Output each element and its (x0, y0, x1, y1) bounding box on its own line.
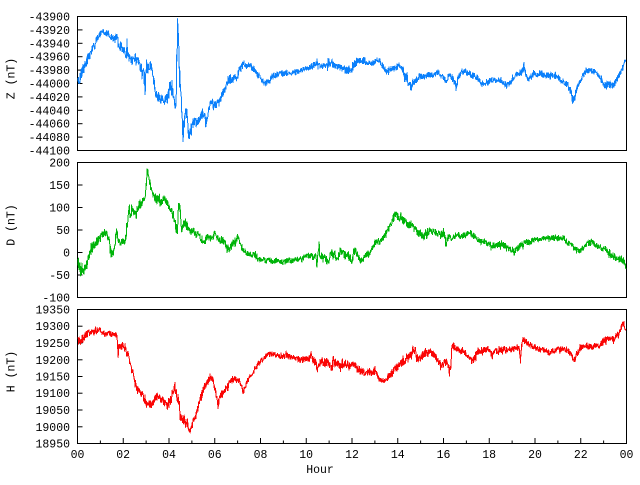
svg-text:18: 18 (482, 449, 496, 462)
svg-text:Z (nT): Z (nT) (6, 58, 19, 99)
svg-text:19200: 19200 (35, 355, 70, 368)
svg-text:-44040: -44040 (29, 105, 71, 118)
svg-text:-43980: -43980 (29, 65, 71, 78)
svg-text:0: 0 (63, 248, 70, 261)
svg-text:-43960: -43960 (29, 52, 71, 65)
svg-text:-43900: -43900 (29, 12, 71, 25)
svg-text:22: 22 (574, 449, 588, 462)
svg-text:04: 04 (162, 449, 176, 462)
svg-text:02: 02 (116, 449, 130, 462)
svg-text:19350: 19350 (35, 305, 70, 318)
svg-text:200: 200 (49, 158, 70, 171)
svg-text:14: 14 (391, 449, 405, 462)
svg-text:19300: 19300 (35, 321, 70, 334)
svg-text:19250: 19250 (35, 338, 70, 351)
svg-text:-44000: -44000 (29, 79, 71, 92)
svg-text:-43940: -43940 (29, 38, 71, 51)
svg-text:00: 00 (71, 449, 85, 462)
svg-text:00: 00 (620, 449, 634, 462)
svg-text:20: 20 (528, 449, 542, 462)
svg-text:150: 150 (49, 180, 70, 193)
svg-text:06: 06 (208, 449, 222, 462)
svg-text:18950: 18950 (35, 439, 70, 452)
svg-text:-44020: -44020 (29, 92, 71, 105)
svg-text:10: 10 (299, 449, 313, 462)
svg-text:100: 100 (49, 203, 70, 216)
svg-text:16: 16 (437, 449, 451, 462)
svg-text:Hour: Hour (306, 464, 334, 477)
svg-text:-50: -50 (49, 270, 70, 283)
svg-text:19050: 19050 (35, 405, 70, 418)
svg-text:-100: -100 (42, 293, 70, 306)
svg-text:12: 12 (345, 449, 359, 462)
svg-text:19100: 19100 (35, 388, 70, 401)
svg-text:50: 50 (56, 225, 70, 238)
svg-text:19150: 19150 (35, 372, 70, 385)
svg-text:-44100: -44100 (29, 146, 71, 159)
svg-text:08: 08 (254, 449, 268, 462)
svg-text:D (nT): D (nT) (6, 204, 19, 245)
svg-text:-44060: -44060 (29, 119, 71, 132)
svg-text:-43920: -43920 (29, 25, 71, 38)
svg-text:-44080: -44080 (29, 132, 71, 145)
svg-text:H (nT): H (nT) (6, 351, 19, 392)
svg-text:19000: 19000 (35, 422, 70, 435)
